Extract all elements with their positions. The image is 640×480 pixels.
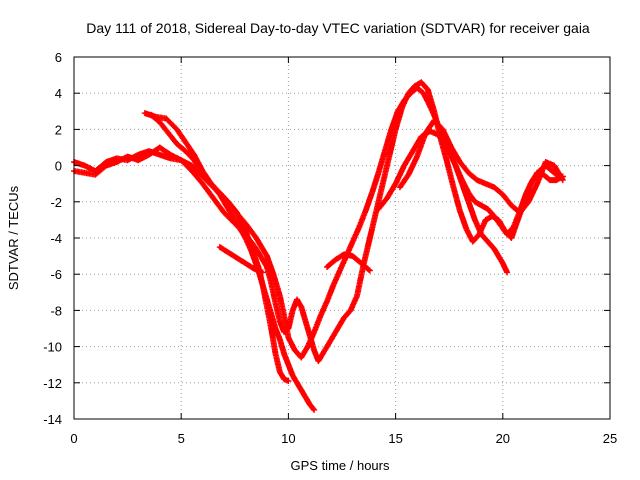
y-tick-label: -12 (43, 376, 62, 391)
series-markers (396, 117, 566, 216)
axis-ticks: 0 5 10 15 20 25 -14 -12 -10 -8 -6 -4 -2 0 2 4 6 (43, 50, 617, 446)
x-tick-label: 25 (603, 431, 617, 446)
y-tick-label: 0 (55, 159, 62, 174)
series-track-h (396, 117, 566, 216)
y-tick-label: -8 (50, 303, 62, 318)
grid-lines (74, 57, 610, 419)
y-tick-label: -10 (43, 340, 62, 355)
x-tick-label: 0 (70, 431, 77, 446)
y-tick-label: -2 (50, 195, 62, 210)
y-axis-label: SDTVAR / TECUs (6, 185, 21, 290)
series-track-f (324, 251, 373, 274)
y-tick-label: -4 (50, 231, 62, 246)
x-tick-label: 15 (388, 431, 402, 446)
series-track-e (216, 244, 266, 276)
x-tick-label: 5 (178, 431, 185, 446)
series-track-d (148, 111, 292, 384)
y-tick-label: -6 (50, 267, 62, 282)
y-tick-label: -14 (43, 412, 62, 427)
series-markers (216, 244, 266, 276)
y-tick-label: 2 (55, 122, 62, 137)
x-axis-label: GPS time / hours (291, 458, 390, 473)
chart-title: Day 111 of 2018, Sidereal Day-to-day VTE… (86, 20, 590, 36)
y-tick-label: 4 (55, 86, 62, 101)
x-tick-label: 20 (496, 431, 510, 446)
series-markers (324, 251, 373, 274)
x-tick-label: 10 (281, 431, 295, 446)
series-track-a (71, 84, 566, 361)
series-markers (71, 84, 566, 361)
data-points (71, 79, 566, 413)
series-markers (148, 111, 292, 384)
y-tick-label: 6 (55, 50, 62, 65)
